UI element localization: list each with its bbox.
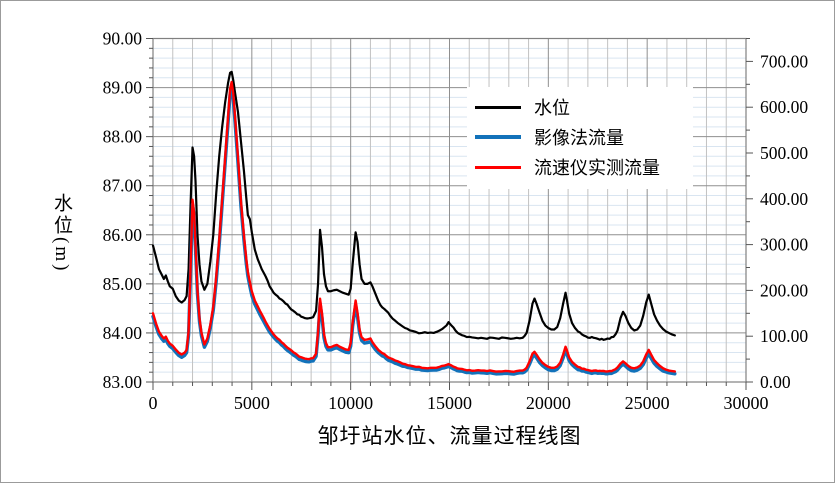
svg-text:15000: 15000: [427, 393, 472, 413]
svg-text:0: 0: [149, 393, 158, 413]
legend-item-current-meter-flow: 流速仪实测流量: [475, 152, 685, 182]
svg-text:25000: 25000: [625, 393, 670, 413]
image-method-flow-line-swatch: [475, 135, 521, 139]
svg-text:700.00: 700.00: [760, 51, 808, 71]
svg-text:100.00: 100.00: [760, 326, 808, 346]
water-level-line-swatch: [475, 105, 521, 109]
legend-label: 影像法流量: [534, 128, 624, 148]
svg-text:88.00: 88.00: [103, 127, 143, 147]
svg-text:90.00: 90.00: [103, 29, 143, 49]
svg-text:0.00: 0.00: [760, 372, 791, 392]
chart-title: 邹圩站水位、流量过程线图: [317, 424, 582, 448]
svg-text:400.00: 400.00: [760, 189, 808, 209]
svg-text:87.00: 87.00: [103, 176, 143, 196]
svg-text:86.00: 86.00: [103, 225, 143, 245]
legend-label: 流速仪实测流量: [534, 158, 660, 178]
legend-label: 水位: [534, 98, 570, 118]
svg-text:30000: 30000: [724, 393, 769, 413]
svg-text:5000: 5000: [234, 393, 270, 413]
legend-item-image-method-flow: 影像法流量: [475, 122, 685, 152]
svg-text:85.00: 85.00: [103, 274, 143, 294]
current-meter-flow-line-swatch: [475, 165, 521, 169]
svg-text:600.00: 600.00: [760, 97, 808, 117]
legend: 水位 影像法流量 流速仪实测流量: [467, 87, 693, 189]
svg-text:500.00: 500.00: [760, 143, 808, 163]
svg-text:84.00: 84.00: [103, 323, 143, 343]
svg-text:10000: 10000: [328, 393, 373, 413]
svg-text:83.00: 83.00: [103, 372, 143, 392]
left-axis-title: 水位(m): [51, 193, 72, 274]
svg-text:300.00: 300.00: [760, 235, 808, 255]
svg-text:200.00: 200.00: [760, 280, 808, 300]
svg-text:20000: 20000: [526, 393, 571, 413]
svg-text:89.00: 89.00: [103, 78, 143, 98]
legend-item-water-level: 水位: [475, 92, 685, 122]
